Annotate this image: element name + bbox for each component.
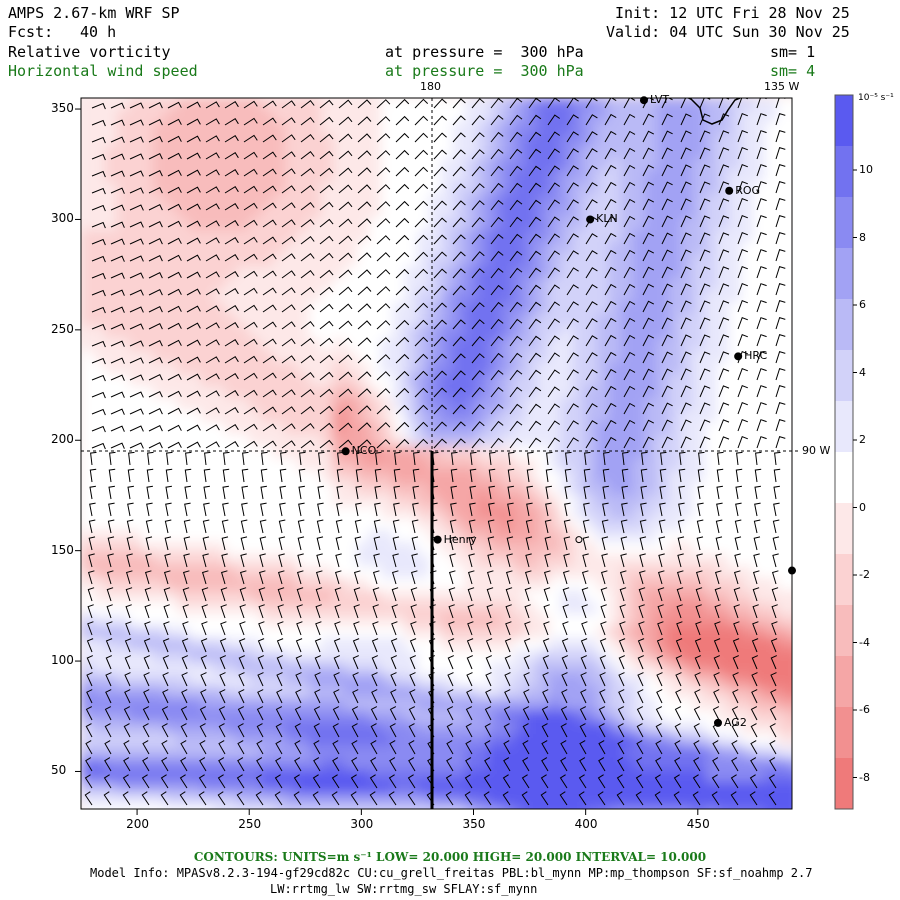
colorbar-swatch xyxy=(835,350,853,402)
field1-level: at pressure = 300 hPa xyxy=(385,43,584,61)
colorbar-swatch xyxy=(835,554,853,606)
colorbar-tick-label: 6 xyxy=(859,298,866,311)
colorbar-swatch xyxy=(835,146,853,198)
model-title: AMPS 2.67-km WRF SP xyxy=(8,4,180,22)
station-label: Henry xyxy=(443,532,477,546)
y-tick-label: 100 xyxy=(51,653,74,668)
y-tick-label: 150 xyxy=(51,542,74,557)
field2-level: at pressure = 300 hPa xyxy=(385,62,584,80)
y-tick-label: 50 xyxy=(51,763,67,778)
marker-open xyxy=(575,536,583,544)
station-marker xyxy=(341,447,350,456)
model-info: Model Info: MPASv8.2.3-194-gf29cd82c CU:… xyxy=(90,866,813,880)
colorbar-swatch xyxy=(835,401,853,453)
station-label: AG2 xyxy=(723,715,747,729)
init-time: Init: 12 UTC Fri 28 Nov 25 xyxy=(615,4,850,22)
y-tick-label: 200 xyxy=(51,432,74,447)
station-marker xyxy=(433,535,442,544)
station-marker xyxy=(725,186,734,195)
station-marker xyxy=(788,566,796,575)
top-label-180: 180 xyxy=(420,80,441,93)
colorbar-swatch xyxy=(835,605,853,657)
model-info-line2: LW:rrtmg_lw SW:rrtmg_sw SFLAY:sf_mynn xyxy=(270,882,538,896)
colorbar-swatch xyxy=(835,656,853,708)
coastline xyxy=(689,98,741,125)
colorbar-swatch xyxy=(835,503,853,555)
forecast-label: Fcst: xyxy=(8,23,54,41)
field1-smoothing: sm= 1 xyxy=(770,43,816,61)
right-label-90w: 90 W xyxy=(802,444,831,457)
field2-smoothing: sm= 4 xyxy=(770,62,816,80)
y-tick-label: 250 xyxy=(51,321,74,336)
x-tick-label: 450 xyxy=(686,817,710,831)
y-tick-label: 300 xyxy=(51,211,74,226)
colorbar-tick-label: 8 xyxy=(859,230,866,244)
colorbar-swatch xyxy=(835,197,853,249)
y-tick-label: 350 xyxy=(51,101,74,116)
top-label-135w: 135 W xyxy=(764,80,800,93)
colorbar-tick-label: 4 xyxy=(859,365,866,379)
station-marker xyxy=(713,718,722,727)
station-label: KLN xyxy=(596,212,618,226)
field1-name: Relative vorticity xyxy=(8,43,171,61)
station-label: LVT xyxy=(649,93,670,107)
forecast-hour: 40 h xyxy=(80,23,117,41)
colorbar-swatch xyxy=(835,248,853,300)
colorbar-swatch xyxy=(835,299,853,351)
station-marker xyxy=(586,215,595,224)
station-marker xyxy=(639,96,648,105)
colorbar-tick-label: 0 xyxy=(859,500,866,514)
colorbar-swatch xyxy=(835,95,853,147)
colorbar-tick-label: 2 xyxy=(859,433,866,446)
station-marker xyxy=(734,352,743,361)
x-tick-label: 300 xyxy=(350,817,374,831)
colorbar-swatch xyxy=(835,452,853,504)
x-tick-label: 200 xyxy=(126,817,149,831)
station-label: NCO xyxy=(351,444,377,458)
x-tick-label: 350 xyxy=(462,817,486,831)
x-tick-label: 250 xyxy=(238,817,262,831)
contours-info: CONTOURS: UNITS=m s⁻¹ LOW= 20.000 HIGH= … xyxy=(193,850,707,864)
station-label: ROG xyxy=(735,183,761,197)
field2-name: Horizontal wind speed xyxy=(8,62,198,80)
colorbar-tick-label: -4 xyxy=(859,635,870,649)
colorbar-tick-label: -2 xyxy=(859,568,870,581)
x-tick-label: 400 xyxy=(574,817,598,831)
colorbar-units: 10⁻⁵ s⁻¹ xyxy=(858,93,894,103)
colorbar-tick-label: -8 xyxy=(859,770,870,784)
colorbar-tick-label: -6 xyxy=(859,703,870,716)
colorbar-tick-label: 10 xyxy=(859,163,873,176)
station-label: HRC xyxy=(744,349,768,363)
valid-time: Valid: 04 UTC Sun 30 Nov 25 xyxy=(606,23,850,41)
wind-barbs xyxy=(84,98,786,806)
colorbar-swatch xyxy=(835,707,853,759)
colorbar-swatch xyxy=(835,758,853,810)
